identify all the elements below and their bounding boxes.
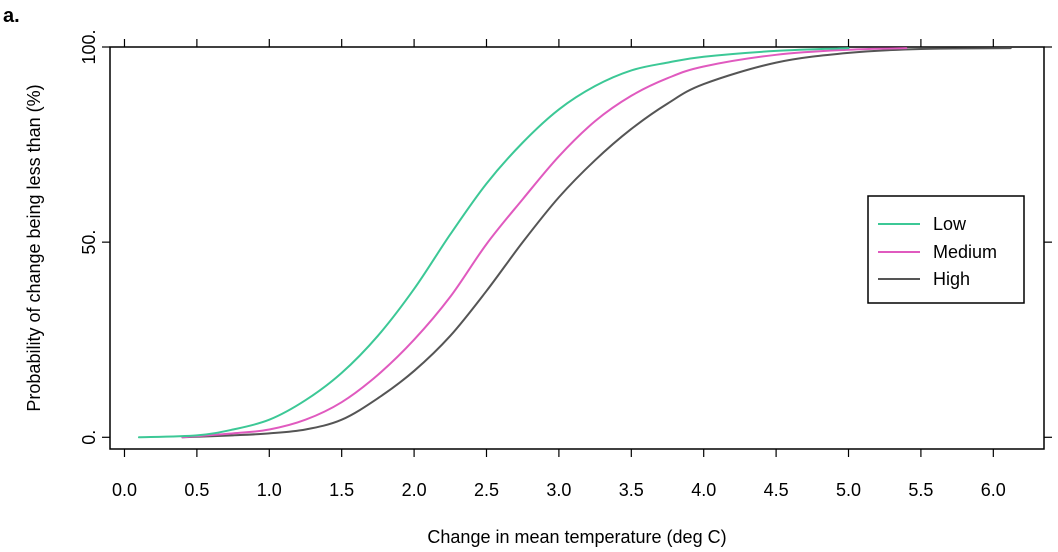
x-tick-label: 3.0: [546, 480, 571, 500]
x-tick-label: 0.0: [112, 480, 137, 500]
legend: Low Medium High: [867, 195, 1025, 304]
right-ticks: [1044, 46, 1052, 438]
series-line-medium: [181, 47, 908, 439]
x-axis-label: Change in mean temperature (deg C): [427, 527, 726, 547]
series-line-low: [137, 47, 850, 439]
x-axis: 0.0 0.5 1.0 1.5 2.0 2.5 3.0 3.5 4.0 4.5 5.0 5.5 6.0: [112, 449, 1006, 500]
x-tick-label: 4.0: [691, 480, 716, 500]
x-tick-label: 3.5: [619, 480, 644, 500]
plot-frame: [109, 46, 1045, 450]
x-tick-label: 2.5: [474, 480, 499, 500]
top-ticks: [123, 39, 994, 47]
x-tick-label: 5.5: [908, 480, 933, 500]
x-tick-label: 1.0: [257, 480, 282, 500]
x-tick-label: 6.0: [981, 480, 1006, 500]
y-tick-label: 50.: [79, 230, 99, 255]
panel-label: a.: [3, 5, 20, 27]
x-tick-label: 2.0: [402, 480, 427, 500]
legend-box: [867, 195, 1025, 304]
legend-label-high: High: [933, 269, 970, 289]
x-tick-label: 5.0: [836, 480, 861, 500]
y-axis-label: Probability of change being less than (%…: [24, 84, 44, 411]
x-tick-label: 0.5: [184, 480, 209, 500]
y-tick-label: 100.: [79, 29, 99, 64]
y-tick-label: 0.: [79, 430, 99, 445]
legend-label-medium: Medium: [933, 242, 997, 262]
series-lines: [137, 47, 1012, 439]
x-tick-label: 4.5: [764, 480, 789, 500]
legend-label-low: Low: [933, 214, 967, 234]
y-axis: 0. 50. 100.: [79, 29, 110, 445]
x-tick-label: 1.5: [329, 480, 354, 500]
series-line-high: [181, 47, 1012, 439]
